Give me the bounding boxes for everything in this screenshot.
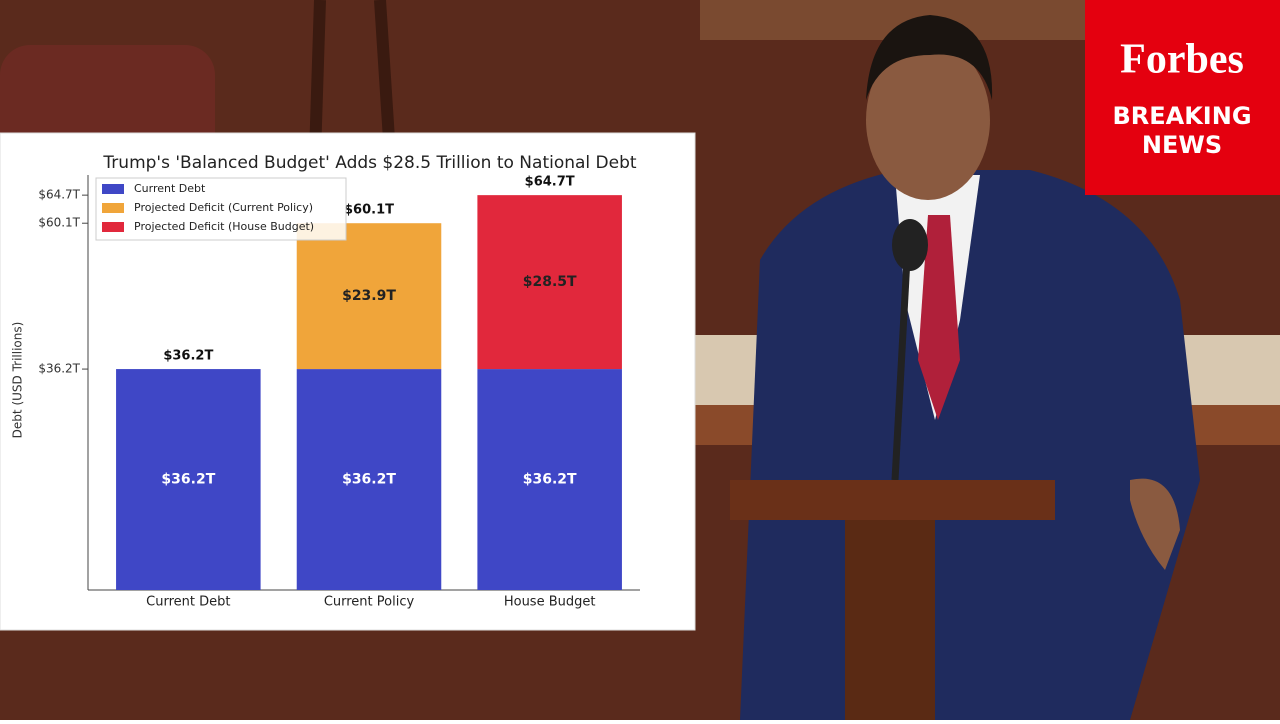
podium-top: [730, 480, 1055, 520]
bar-segment: [296, 223, 442, 370]
segment-label: $36.2T: [161, 472, 215, 488]
chart-title: Trump's 'Balanced Budget' Adds $28.5 Tri…: [102, 153, 636, 173]
bar-segment: [477, 195, 622, 370]
legend-swatch: [102, 184, 124, 194]
segment-label: $23.9T: [342, 288, 396, 304]
y-tick-label: $64.7T: [38, 188, 80, 202]
x-tick-label: House Budget: [504, 595, 596, 610]
y-axis-label: Debt (USD Trillions): [11, 322, 25, 439]
legend-label: Current Debt: [134, 182, 206, 195]
legend-swatch: [102, 203, 124, 213]
badge-line: NEWS: [1142, 131, 1222, 159]
bar-segment: [477, 369, 622, 590]
x-tick-label: Current Debt: [146, 595, 230, 610]
suit: [740, 170, 1200, 720]
segment-label: $36.2T: [342, 472, 396, 488]
y-tick-label: $36.2T: [38, 362, 80, 376]
y-tick-label: $60.1T: [38, 216, 80, 230]
legend-label: Projected Deficit (House Budget): [134, 220, 314, 233]
head: [866, 40, 990, 200]
badge: [1085, 0, 1280, 195]
brand: Forbes: [1120, 37, 1244, 83]
podium-stand: [845, 520, 935, 720]
plot: $36.2T $60.1T $64.7T $36.2T $36.2T Current De…: [38, 175, 622, 610]
hair: [866, 15, 993, 100]
total-label: $36.2T: [163, 349, 213, 364]
microphone: [891, 239, 912, 481]
mic-head: [892, 219, 928, 271]
legend-box: [95, 177, 347, 241]
total-label: $64.7T: [525, 175, 575, 190]
hand: [1130, 478, 1180, 570]
segment-label: $28.5T: [523, 274, 577, 290]
segment-label: $36.2T: [523, 472, 577, 488]
bar-segment: [116, 369, 261, 590]
total-label: $60.1T: [344, 203, 394, 218]
tie: [918, 215, 960, 420]
legend-label: Projected Deficit (Current Policy): [134, 201, 313, 214]
bar-segment: [296, 369, 442, 590]
badge-line: BREAKING: [1112, 102, 1251, 130]
legend-swatch: [102, 222, 124, 232]
x-tick-label: Current Policy: [324, 595, 415, 610]
